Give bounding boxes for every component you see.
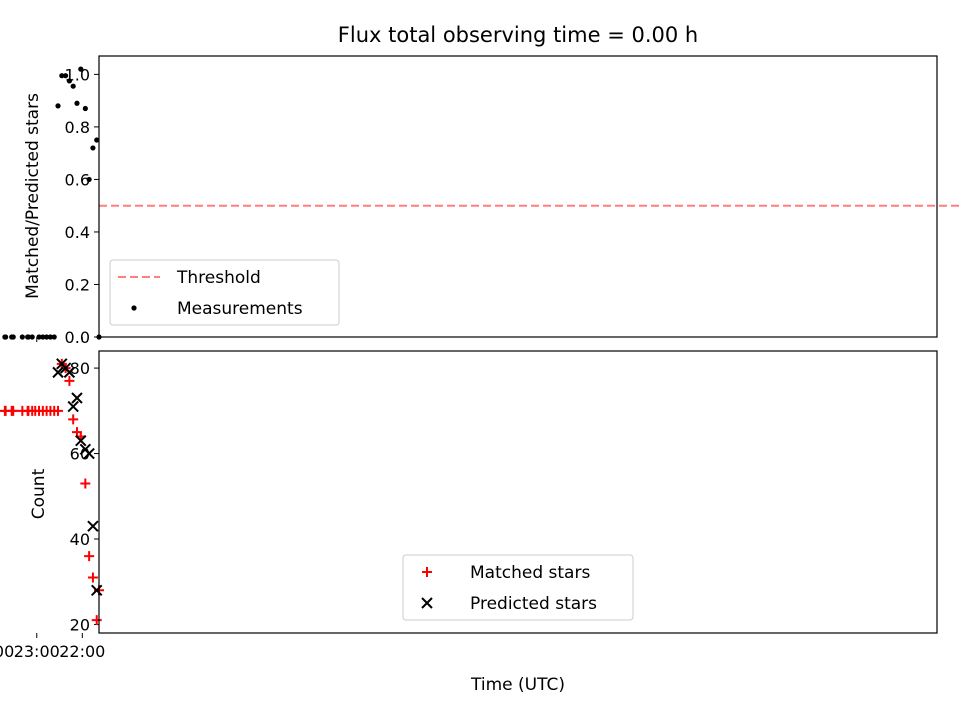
matched-stars-point <box>71 427 82 438</box>
predicted-stars-point <box>71 392 83 404</box>
measurement-point <box>78 66 84 72</box>
matched-stars-point <box>80 478 91 489</box>
bottom-x-tick-label: 22:00 <box>59 642 105 661</box>
legend-label: Predicted stars <box>470 594 597 614</box>
bottom-y-axis-label: Count <box>29 468 49 519</box>
measurement-point <box>40 334 46 340</box>
legend-label: Measurements <box>177 299 303 319</box>
measurement-point <box>2 334 8 340</box>
measurement-point <box>74 100 80 106</box>
bottom-panel: 2040608022:0023:0000:0001:0002:00Matched… <box>0 350 938 661</box>
predicted-stars-point <box>87 520 99 532</box>
predicted-stars-point <box>79 443 92 455</box>
top-legend <box>109 259 340 326</box>
legend-predicted-swatch <box>421 597 433 609</box>
top-axes-frame <box>98 55 938 338</box>
measurement-point <box>44 334 50 340</box>
legend-label: Matched stars <box>470 563 590 583</box>
top-y-tick-label: 0.2 <box>65 275 90 294</box>
matched-stars-point <box>17 405 28 416</box>
measurement-point <box>25 334 31 340</box>
top-y-tick-label: 0.8 <box>65 118 90 137</box>
predicted-stars-point <box>91 584 103 596</box>
measurement-point <box>86 176 92 183</box>
measurement-point <box>94 137 100 143</box>
matched-stars-point <box>84 551 95 562</box>
measurement-point <box>59 73 65 79</box>
top-y-axis-label: Matched/Predicted stars <box>23 93 43 299</box>
bottom-axes-frame <box>98 350 938 634</box>
matched-stars-point <box>64 375 75 386</box>
measurement-point <box>63 73 69 79</box>
measurement-point <box>19 334 25 340</box>
measurement-point <box>82 105 88 112</box>
predicted-stars-point <box>67 400 79 413</box>
top-y-tick-label: 0.6 <box>65 170 90 189</box>
predicted-stars-point <box>75 435 87 447</box>
matched-stars-point <box>87 572 98 583</box>
matched-stars-point <box>91 615 102 626</box>
measurement-point <box>29 334 35 340</box>
chart-title: Flux total observing time = 0.00 h <box>338 23 698 47</box>
matched-stars-point <box>68 414 79 425</box>
bottom-x-tick-label: 00:00 <box>0 642 14 661</box>
bottom-y-tick-label: 40 <box>70 530 90 549</box>
measurement-point <box>36 334 42 340</box>
measurement-point <box>51 334 57 340</box>
legend-matched-swatch <box>422 567 432 577</box>
bottom-y-tick-label: 80 <box>70 359 90 378</box>
bottom-y-tick-label: 20 <box>70 615 90 634</box>
top-y-tick-label: 0.0 <box>65 328 90 347</box>
measurement-point <box>55 103 61 109</box>
predicted-stars-point <box>52 366 64 379</box>
top-y-tick-label: 0.4 <box>65 223 90 242</box>
measurement-point <box>66 78 72 84</box>
x-axis-label: Time (UTC) <box>470 675 565 695</box>
measurement-point <box>70 83 76 89</box>
measurement-point <box>47 334 54 340</box>
predicted-stars-point <box>56 358 68 370</box>
measurement-point <box>90 145 96 151</box>
bottom-x-tick-label: 23:00 <box>14 642 60 661</box>
measurement-point <box>9 334 15 340</box>
legend-measurements-swatch <box>131 305 137 311</box>
bottom-legend <box>402 554 634 621</box>
legend-label: Threshold <box>176 268 261 288</box>
matched-stars-point <box>0 405 10 416</box>
